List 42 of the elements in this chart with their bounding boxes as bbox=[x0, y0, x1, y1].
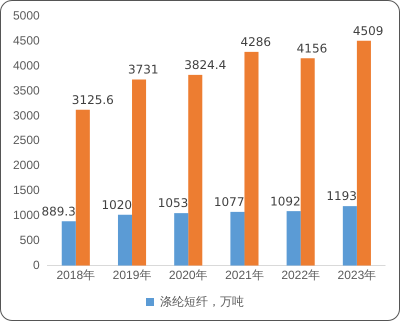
data-label: 1077 bbox=[214, 195, 244, 210]
data-label: 4509 bbox=[352, 24, 384, 38]
y-tick-label: 4000 bbox=[12, 58, 40, 72]
x-tick-label: 2021年 bbox=[225, 268, 264, 282]
x-tick-label: 2018年 bbox=[56, 268, 96, 282]
bar bbox=[356, 40, 371, 266]
y-tick-label: 0 bbox=[33, 258, 40, 272]
data-label: 3731 bbox=[128, 62, 159, 77]
legend-label: 涤纶短纤，万吨 bbox=[160, 294, 244, 308]
y-tick-label: 1500 bbox=[12, 183, 40, 198]
y-tick-label: 500 bbox=[20, 232, 40, 247]
data-label: 1020 bbox=[101, 198, 132, 212]
y-tick-label: 4500 bbox=[12, 33, 40, 48]
x-tick-label: 2023年 bbox=[338, 268, 376, 282]
data-label: 1193 bbox=[326, 189, 357, 204]
bar bbox=[286, 211, 301, 266]
y-tick-label: 2500 bbox=[12, 133, 40, 148]
bar bbox=[244, 52, 259, 266]
bar bbox=[300, 58, 315, 266]
bar bbox=[230, 212, 244, 266]
data-label: 4156 bbox=[296, 41, 328, 56]
bar bbox=[188, 74, 202, 266]
bar bbox=[132, 80, 146, 266]
data-label: 889.3 bbox=[41, 204, 76, 218]
data-label: 4286 bbox=[240, 34, 272, 49]
y-tick-label: 3500 bbox=[12, 83, 40, 98]
bar bbox=[342, 206, 357, 266]
y-tick-label: 3000 bbox=[12, 108, 40, 122]
bar bbox=[174, 213, 188, 266]
bar bbox=[76, 110, 90, 266]
data-label: 1053 bbox=[158, 196, 188, 210]
y-tick-label: 1000 bbox=[12, 208, 40, 222]
y-tick-label: 2000 bbox=[12, 158, 40, 172]
bar bbox=[62, 221, 76, 266]
bar bbox=[118, 214, 132, 266]
x-tick-label: 2019年 bbox=[112, 268, 152, 282]
data-label: 1092 bbox=[270, 194, 301, 208]
x-tick-label: 2022年 bbox=[281, 268, 320, 282]
data-label: 3824.4 bbox=[184, 58, 226, 72]
data-label: 3125.6 bbox=[72, 92, 114, 107]
x-tick-label: 2020年 bbox=[168, 268, 208, 282]
y-tick-label: 5000 bbox=[12, 8, 40, 23]
